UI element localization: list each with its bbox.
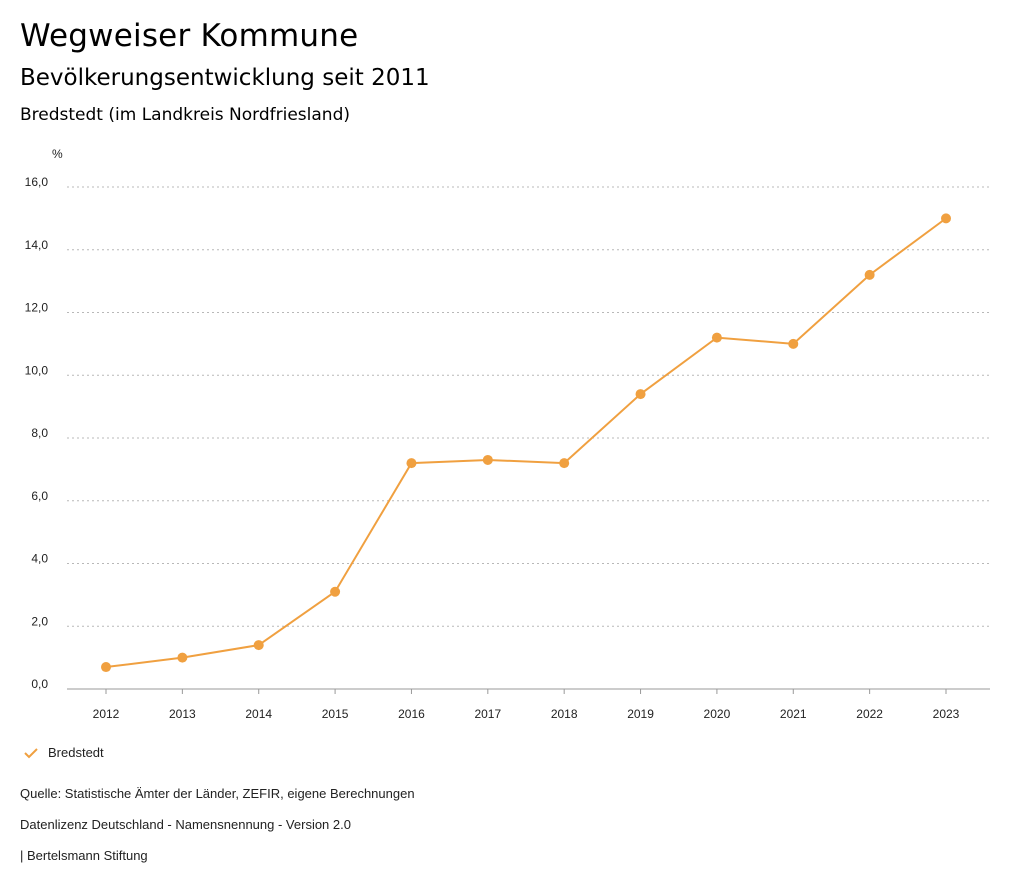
data-point[interactable] — [711, 332, 722, 343]
license-note: Datenlizenz Deutschland - Namensnennung … — [20, 817, 351, 832]
y-tick-label: 14,0 — [25, 238, 49, 252]
data-point[interactable] — [253, 640, 264, 651]
x-tick-label: 2012 — [93, 707, 120, 721]
check-icon — [24, 747, 38, 758]
x-tick-label: 2013 — [169, 707, 196, 721]
y-tick-label: 4,0 — [31, 552, 48, 566]
x-tick-label: 2017 — [474, 707, 501, 721]
x-tick-label: 2015 — [322, 707, 349, 721]
x-tick-label: 2020 — [704, 707, 731, 721]
y-tick-label: 2,0 — [31, 614, 48, 628]
data-point[interactable] — [406, 458, 417, 469]
region-label: Bredstedt (im Landkreis Nordfriesland) — [20, 105, 350, 125]
y-tick-label: 10,0 — [25, 363, 49, 377]
data-point[interactable] — [330, 586, 341, 597]
legend[interactable]: Bredstedt — [22, 745, 104, 760]
data-point[interactable] — [635, 389, 646, 400]
data-point[interactable] — [101, 662, 111, 673]
publisher-note[interactable]: | Bertelsmann Stiftung — [20, 848, 148, 863]
y-tick-label: 16,0 — [25, 175, 49, 189]
source-note: Quelle: Statistische Ämter der Länder, Z… — [20, 786, 415, 801]
x-tick-label: 2023 — [933, 707, 960, 721]
y-tick-label: 6,0 — [31, 489, 48, 503]
series-bredstedt — [101, 213, 951, 673]
page-title: Wegweiser Kommune — [20, 18, 359, 54]
series-line — [105, 217, 947, 669]
x-tick-label: 2018 — [551, 707, 578, 721]
y-axis-ticks: 0,0 2,0 4,0 6,0 8,0 10,0 12,0 14,0 16,0 — [25, 175, 49, 691]
legend-item-bredstedt: Bredstedt — [48, 745, 104, 760]
x-tick-label: 2021 — [780, 707, 807, 721]
y-tick-label: 8,0 — [31, 426, 48, 440]
x-tick-label: 2019 — [627, 707, 654, 721]
x-axis-ticks: 2012 2013 2014 2015 2016 2017 2018 2019 2020 2021… — [93, 689, 960, 721]
data-point[interactable] — [177, 652, 188, 663]
y-axis-unit-label: % — [52, 147, 63, 161]
data-point[interactable] — [788, 338, 799, 349]
grid-lines — [67, 186, 990, 690]
data-point[interactable] — [941, 213, 951, 224]
data-point[interactable] — [482, 454, 493, 465]
x-tick-label: 2014 — [245, 707, 272, 721]
x-tick-label: 2016 — [398, 707, 425, 721]
x-tick-label: 2022 — [856, 707, 883, 721]
data-point[interactable] — [864, 269, 875, 280]
y-tick-label: 12,0 — [25, 301, 49, 315]
y-tick-label: 0,0 — [31, 677, 48, 691]
line-chart: % 0,02,04,06,08,010,012,014,016,0 2012 20… — [25, 147, 990, 721]
data-point[interactable] — [559, 458, 570, 469]
chart-subtitle: Bevölkerungsentwicklung seit 2011 — [20, 65, 430, 91]
